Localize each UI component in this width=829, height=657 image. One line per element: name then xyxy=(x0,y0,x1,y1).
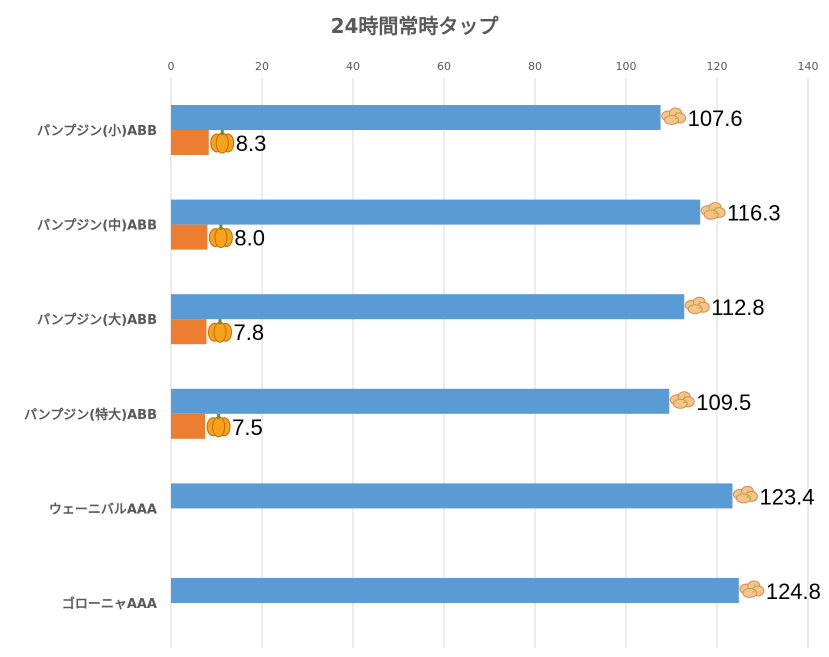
data-label: 116.3 xyxy=(727,201,780,226)
x-tick-label: 20 xyxy=(255,60,269,73)
category-label: パンプジン(小)ABB xyxy=(37,124,157,139)
bar-blue xyxy=(171,105,661,130)
bar-blue xyxy=(171,578,739,603)
bar-blue xyxy=(171,483,733,509)
pumpkin-icon xyxy=(210,130,235,154)
pumpkin-icon xyxy=(206,413,231,438)
ginger-icon xyxy=(669,391,695,409)
data-label: 7.5 xyxy=(232,415,263,440)
ginger-icon xyxy=(700,202,726,220)
bar-orange xyxy=(171,413,206,439)
pumpkin-icon xyxy=(208,224,233,249)
ginger-icon xyxy=(739,580,765,598)
ginger-icon xyxy=(661,107,687,125)
category-label: パンプジン(大)ABB xyxy=(37,312,157,328)
chart-title: 24時間常時タップ xyxy=(330,14,499,38)
bar-orange xyxy=(171,319,207,345)
bar-orange xyxy=(171,130,209,155)
bar-blue xyxy=(171,388,670,414)
category-label: ウェーニバルAAA xyxy=(49,502,157,517)
bar-orange xyxy=(171,224,208,250)
x-tick-label: 60 xyxy=(437,60,451,73)
category-label: ゴローニャAAA xyxy=(62,596,157,612)
data-label: 109.5 xyxy=(696,390,751,415)
ginger-icon xyxy=(684,296,710,315)
bar-blue xyxy=(171,294,685,320)
bar-blue xyxy=(171,199,701,225)
x-tick-label: 120 xyxy=(707,60,728,73)
data-label: 107.6 xyxy=(688,106,743,131)
pumpkin-icon xyxy=(207,319,232,343)
x-tick-label: 0 xyxy=(168,60,175,73)
category-label: パンプジン(中)ABB xyxy=(37,218,157,234)
category-label: パンプジン(特大)ABB xyxy=(24,407,157,423)
x-tick-label: 100 xyxy=(616,60,637,73)
data-label: 123.4 xyxy=(759,484,814,509)
data-label: 7.8 xyxy=(233,320,264,345)
data-label: 8.3 xyxy=(236,131,267,156)
data-label: 124.8 xyxy=(766,579,821,604)
data-label: 112.8 xyxy=(711,295,764,320)
ginger-icon xyxy=(732,485,758,504)
x-tick-label: 40 xyxy=(346,60,360,73)
x-tick-label: 80 xyxy=(528,60,542,73)
x-tick-label: 140 xyxy=(798,60,819,73)
data-label: 8.0 xyxy=(234,226,265,251)
